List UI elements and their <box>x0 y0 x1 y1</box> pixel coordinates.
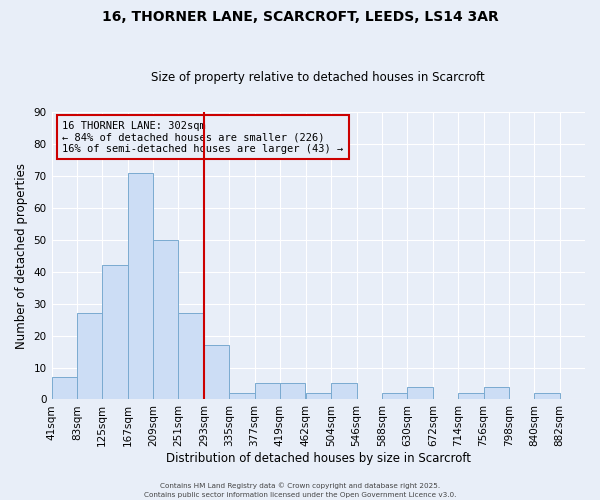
Bar <box>280 384 305 400</box>
Bar <box>407 386 433 400</box>
Bar <box>52 377 77 400</box>
Text: Contains public sector information licensed under the Open Government Licence v3: Contains public sector information licen… <box>144 492 456 498</box>
Bar <box>153 240 178 400</box>
Bar <box>534 393 560 400</box>
Bar <box>306 393 331 400</box>
Bar <box>254 384 280 400</box>
Bar <box>77 313 102 400</box>
X-axis label: Distribution of detached houses by size in Scarcroft: Distribution of detached houses by size … <box>166 452 471 465</box>
Title: Size of property relative to detached houses in Scarcroft: Size of property relative to detached ho… <box>151 72 485 85</box>
Bar <box>382 393 407 400</box>
Bar <box>102 266 128 400</box>
Y-axis label: Number of detached properties: Number of detached properties <box>15 163 28 349</box>
Bar <box>229 393 254 400</box>
Bar <box>331 384 356 400</box>
Bar <box>204 345 229 400</box>
Bar <box>484 386 509 400</box>
Bar <box>128 172 153 400</box>
Bar <box>178 313 204 400</box>
Text: 16, THORNER LANE, SCARCROFT, LEEDS, LS14 3AR: 16, THORNER LANE, SCARCROFT, LEEDS, LS14… <box>101 10 499 24</box>
Text: Contains HM Land Registry data © Crown copyright and database right 2025.: Contains HM Land Registry data © Crown c… <box>160 482 440 489</box>
Text: 16 THORNER LANE: 302sqm
← 84% of detached houses are smaller (226)
16% of semi-d: 16 THORNER LANE: 302sqm ← 84% of detache… <box>62 120 343 154</box>
Bar <box>458 393 484 400</box>
Bar <box>585 393 600 400</box>
